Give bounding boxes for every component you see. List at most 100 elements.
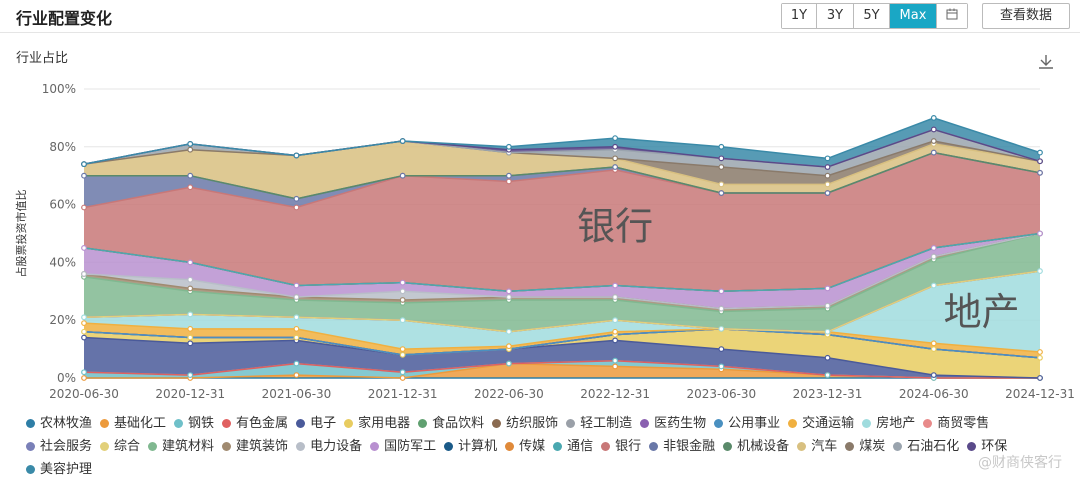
legend-swatch [553,442,563,451]
x-tick-label: 2023-12-31 [793,387,863,401]
point-美容护理 [612,135,619,142]
line-交通运输 [83,322,1041,353]
point-交通运输 [930,340,937,347]
point-电力设备 [293,294,300,300]
point-钢铁 [81,369,87,376]
legend-item[interactable]: 通信 [553,435,593,458]
range-3y-button[interactable]: 3Y [817,4,854,28]
line-煤炭 [83,140,1041,177]
point-钢铁 [399,369,406,376]
point-非银金融 [930,149,937,156]
range-1y-button[interactable]: 1Y [782,4,817,28]
point-家用电器 [930,346,937,353]
legend-item[interactable]: 房地产 [862,412,915,435]
range-max-button[interactable]: Max [890,4,937,28]
line-机械设备 [84,151,1041,200]
legend-swatch [967,442,977,451]
legend-item[interactable]: 国防军工 [370,435,436,458]
legend-item[interactable]: 非银金融 [649,435,715,458]
point-美容护理 [718,143,725,150]
point-美容护理 [1037,149,1043,156]
legend-swatch [26,419,35,428]
legend-item[interactable]: 环保 [967,435,1007,458]
legend-label: 电子 [310,416,337,431]
point-非银金融 [824,190,831,196]
point-美容护理 [293,152,300,159]
legend-item[interactable]: 农林牧渔 [26,412,92,435]
point-非银金融 [187,172,194,179]
point-电子 [718,346,725,353]
point-非银金融 [293,195,300,202]
legend-swatch [640,419,650,428]
point-房地产 [399,317,406,324]
point-电子 [930,372,937,379]
point-电力设备 [505,294,512,300]
legend-item[interactable]: 食品饮料 [418,412,484,435]
area-钢铁 [84,360,1040,378]
area-家用电器 [84,328,1040,378]
legend-item[interactable]: 机械设备 [723,435,789,458]
legend-swatch [26,465,35,474]
legend-swatch [893,442,903,451]
legend-item[interactable]: 传媒 [505,435,545,458]
line-电子 [83,336,1041,379]
point-家用电器 [81,328,87,335]
legend-item[interactable]: 汽车 [797,435,837,458]
y-tick-label: 20% [49,313,76,327]
legend-label: 传媒 [519,439,546,454]
legend-item[interactable]: 医药生物 [640,412,706,435]
legend-item[interactable]: 社会服务 [26,435,92,458]
legend-item[interactable]: 综合 [100,435,140,458]
range-5y-button[interactable]: 5Y [854,4,890,28]
point-非银金融 [718,190,725,196]
legend-item[interactable]: 电子 [296,412,336,435]
legend-item[interactable]: 有色金属 [222,412,288,435]
view-data-button[interactable]: 查看数据 [982,3,1070,29]
legend-item[interactable]: 基础化工 [100,412,166,435]
legend-item[interactable]: 银行 [601,435,641,458]
legend-item[interactable]: 轻工制造 [566,412,632,435]
legend-item[interactable]: 计算机 [444,435,497,458]
legend-label: 纺织服饰 [506,416,559,431]
legend-item[interactable]: 建筑装饰 [222,435,288,458]
legend-label: 汽车 [811,439,838,454]
legend-swatch [505,442,515,451]
legend-item[interactable]: 煤炭 [845,435,885,458]
point-国防军工 [399,279,406,286]
legend-item[interactable]: 美容护理 [26,458,92,481]
point-电力设备 [399,288,406,295]
legend-item[interactable]: 纺织服饰 [492,412,558,435]
header: 行业配置变化 1Y 3Y 5Y Max 查看数据 [0,0,1080,30]
line-综合 [83,270,1041,333]
legend-item[interactable]: 建筑材料 [148,435,214,458]
legend-item[interactable]: 钢铁 [174,412,214,435]
point-美容护理 [399,138,406,144]
legend-item[interactable]: 石油石化 [893,435,959,458]
y-axis-label: 占股票投资市值比 [14,190,28,278]
legend-item[interactable]: 交通运输 [788,412,854,435]
point-房地产 [505,328,512,335]
legend-item[interactable]: 商贸零售 [923,412,989,435]
legend-label: 商贸零售 [937,416,990,431]
legend-label: 农林牧渔 [40,416,93,431]
area-电子 [84,337,1040,378]
point-交通运输 [1037,349,1043,355]
point-电子 [187,340,194,347]
legend-label: 煤炭 [859,439,886,454]
legend-swatch [788,419,798,428]
legend-swatch [723,442,733,451]
legend-swatch [845,442,855,451]
legend-swatch [444,442,454,451]
calendar-button[interactable] [937,4,967,28]
legend-item[interactable]: 公用事业 [714,412,780,435]
legend-item[interactable]: 家用电器 [344,412,410,435]
legend-item[interactable]: 电力设备 [296,435,362,458]
download-icon[interactable] [1036,52,1056,72]
x-tick-label: 2022-12-31 [580,387,650,401]
legend-swatch [100,442,110,451]
point-煤炭 [187,146,194,153]
area-美容护理 [84,117,1040,167]
point-交通运输 [505,343,512,350]
chart-legend: 农林牧渔 基础化工 钢铁 有色金属 电子 家用电器 食品饮料 纺织服饰 轻工制造 医药生物 公用事业… [26,412,1071,481]
point-煤炭 [718,164,725,170]
